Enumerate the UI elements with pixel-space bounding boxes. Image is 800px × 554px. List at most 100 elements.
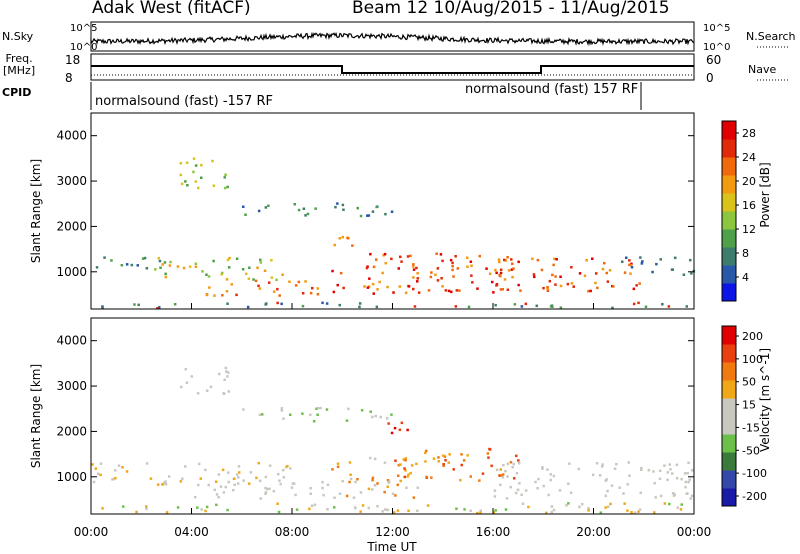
velocity-echo-cell: [247, 482, 251, 485]
power-echo-cell: [194, 164, 198, 167]
velocity-echo-cell: [219, 485, 223, 488]
power-echo-cell: [223, 186, 227, 190]
power-echo-cell: [341, 203, 345, 207]
x-tick-label: 04:00: [174, 525, 209, 539]
power-echo-cell: [621, 260, 624, 263]
power-echo-cell: [559, 284, 563, 288]
velocity-echo-cell: [668, 463, 671, 466]
power-echo-cell: [372, 292, 375, 295]
power-echo-cell: [661, 303, 664, 306]
velocity-echo-cell: [360, 409, 364, 412]
power-echo-cell: [466, 256, 469, 259]
power-echo-cell: [603, 261, 606, 265]
velocity-echo-cell: [301, 412, 304, 415]
velocity-echo-cell: [502, 463, 505, 467]
power-echo-cell: [367, 285, 371, 288]
power-echo-cell: [333, 243, 336, 247]
power-echo-cell: [372, 265, 376, 269]
power-echo-cell: [169, 260, 172, 264]
power-echo-cell: [434, 273, 437, 276]
power-echo-cell: [208, 286, 211, 289]
power-echo-cell: [546, 288, 549, 291]
velocity-echo-cell: [385, 417, 389, 420]
velocity-echo-cell: [392, 511, 396, 514]
velocity-echo-cell: [257, 461, 260, 465]
power-echo-cell: [416, 272, 419, 275]
power-colorbar-tick-label: 12: [742, 223, 756, 236]
velocity-plot-bg: [91, 318, 694, 514]
power-echo-cell: [640, 262, 644, 265]
velocity-echo-cell: [599, 511, 603, 514]
power-echo-cell: [368, 277, 371, 280]
power-echo-cell: [470, 264, 473, 267]
velocity-echo-cell: [409, 471, 412, 475]
velocity-echo-cell: [233, 477, 236, 480]
power-echo-cell: [321, 301, 324, 305]
velocity-echo-cell: [455, 507, 458, 510]
x-tick-label: 00:00: [677, 525, 712, 539]
power-echo-cell: [570, 282, 574, 285]
velocity-echo-cell: [550, 505, 554, 508]
power-echo-cell: [449, 258, 453, 262]
power-echo-cell: [176, 265, 180, 268]
power-echo-cell: [316, 293, 320, 296]
nave-label: Nave: [748, 63, 777, 76]
velocity-echo-cell: [689, 497, 692, 500]
velocity-echo-cell: [501, 473, 505, 476]
power-echo-cell: [161, 263, 164, 266]
power-echo-cell: [510, 268, 514, 271]
power-echo-cell: [412, 287, 415, 291]
velocity-echo-cell: [237, 476, 240, 479]
power-echo-cell: [188, 265, 192, 268]
velocity-echo-cell: [232, 488, 235, 492]
velocity-echo-cell: [505, 497, 509, 500]
power-echo-cell: [382, 254, 385, 257]
power-echo-cell: [670, 268, 674, 271]
velocity-echo-cell: [91, 463, 94, 466]
velocity-echo-cell: [333, 496, 336, 499]
power-echo-cell: [667, 305, 671, 308]
power-echo-cell: [629, 264, 633, 267]
velocity-echo-cell: [443, 455, 447, 458]
velocity-echo-cell: [369, 410, 372, 413]
sky-tick-top: 10^5: [70, 23, 97, 34]
velocity-echo-cell: [666, 471, 669, 474]
velocity-y-label: Slant Range [km]: [29, 364, 43, 468]
search-tick-top: 10^5: [703, 23, 730, 34]
search-tick-bottom: 10^0: [703, 42, 730, 53]
power-echo-cell: [228, 256, 231, 260]
velocity-echo-cell: [367, 487, 371, 491]
velocity-echo-cell: [675, 476, 679, 480]
power-echo-cell: [524, 302, 528, 306]
velocity-echo-cell: [469, 475, 472, 478]
power-echo-cell: [519, 289, 522, 292]
velocity-echo-cell: [309, 492, 312, 495]
velocity-echo-cell: [416, 509, 419, 512]
power-echo-cell: [141, 257, 145, 260]
velocity-y-tick-label: 4000: [56, 334, 87, 348]
velocity-echo-cell: [384, 508, 387, 511]
power-echo-cell: [531, 257, 534, 261]
velocity-echo-cell: [308, 507, 311, 511]
power-echo-cell: [478, 254, 481, 258]
power-echo-cell: [341, 235, 344, 239]
power-echo-cell: [427, 289, 431, 292]
power-echo-cell: [439, 253, 443, 256]
power-echo-cell: [156, 307, 159, 310]
velocity-echo-cell: [515, 472, 519, 475]
power-echo-cell: [637, 301, 640, 305]
velocity-echo-cell: [322, 493, 325, 497]
velocity-echo-cell: [680, 503, 683, 506]
power-echo-cell: [297, 280, 301, 284]
velocity-echo-cell: [277, 510, 281, 514]
velocity-echo-cell: [349, 477, 353, 481]
velocity-echo-cell: [185, 381, 189, 384]
power-echo-cell: [404, 291, 408, 295]
power-echo-cell: [517, 260, 520, 264]
velocity-echo-cell: [653, 511, 656, 514]
power-echo-cell: [154, 268, 157, 271]
velocity-y-tick-label: 1000: [56, 470, 87, 484]
power-echo-cell: [476, 287, 479, 290]
velocity-echo-cell: [222, 491, 226, 494]
power-echo-cell: [281, 273, 284, 276]
